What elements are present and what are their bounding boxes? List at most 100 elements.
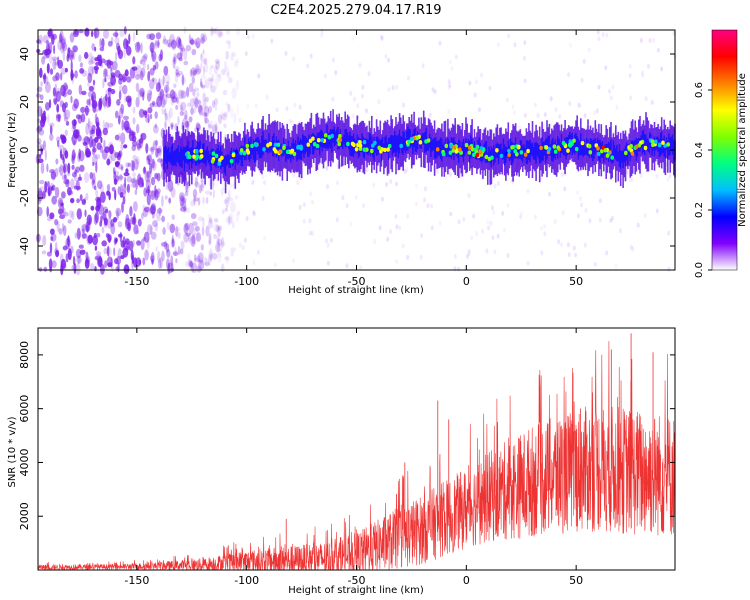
noise-speckle	[63, 82, 68, 92]
noise-speckle	[40, 162, 45, 174]
noise-speckle	[93, 65, 99, 71]
noise-speckle	[156, 95, 163, 108]
noise-speckle	[42, 49, 48, 55]
noise-speckle	[125, 214, 130, 226]
noise-speckle	[131, 160, 135, 172]
ridge-core	[267, 143, 269, 154]
noise-speckle	[60, 67, 67, 75]
noise-speckle	[44, 149, 47, 161]
ridge-core	[309, 137, 311, 155]
noise-speckle	[79, 62, 83, 68]
noise-speckle	[149, 90, 153, 96]
noise-speckle	[47, 114, 50, 124]
noise-speckle	[320, 32, 324, 38]
noise-speckle	[57, 39, 63, 51]
noise-speckle	[576, 190, 580, 196]
noise-speckle	[178, 57, 183, 62]
noise-speckle	[114, 189, 117, 201]
noise-speckle	[506, 203, 510, 209]
noise-speckle	[395, 224, 399, 230]
noise-speckle	[194, 181, 200, 188]
noise-speckle	[177, 89, 184, 100]
noise-speckle	[491, 205, 494, 211]
noise-speckle	[184, 184, 190, 193]
ridge-hotspot	[306, 142, 311, 147]
ridge-core	[230, 147, 233, 163]
ridge-hotspot	[358, 146, 363, 151]
ridge-core	[374, 140, 377, 153]
ridge-core	[537, 144, 540, 159]
ridge-hotspot	[634, 144, 639, 149]
noise-speckle	[175, 72, 181, 78]
noise-speckle	[68, 49, 74, 61]
noise-speckle	[165, 86, 168, 98]
noise-speckle	[415, 201, 418, 207]
ridge-core	[433, 137, 436, 159]
noise-speckle	[403, 168, 407, 174]
noise-speckle	[625, 169, 629, 175]
ridge-hotspot	[188, 154, 192, 159]
noise-speckle	[173, 53, 177, 65]
noise-speckle	[218, 31, 224, 37]
noise-speckle	[228, 42, 231, 50]
noise-speckle	[59, 149, 63, 159]
noise-speckle	[71, 124, 76, 133]
noise-speckle	[454, 54, 458, 60]
noise-speckle	[227, 197, 234, 202]
ridge-hotspot	[184, 152, 189, 157]
noise-speckle	[108, 144, 114, 155]
noise-speckle	[380, 35, 384, 41]
noise-speckle	[47, 216, 52, 222]
noise-speckle	[173, 83, 177, 89]
ridge-hotspot	[519, 150, 524, 155]
noise-speckle	[543, 112, 547, 118]
noise-speckle	[217, 74, 222, 82]
ridge-core	[163, 147, 165, 170]
noise-speckle	[79, 68, 85, 74]
noise-speckle	[447, 79, 451, 85]
noise-speckle	[582, 58, 586, 64]
x-tick-label: -50	[348, 574, 366, 587]
noise-speckle	[80, 224, 85, 232]
chart-title: C2E4.2025.279.04.17.R19	[270, 3, 441, 18]
ridge-core	[658, 139, 661, 158]
noise-speckle	[306, 63, 310, 69]
noise-speckle	[128, 240, 134, 252]
ridge-hotspot	[561, 140, 566, 146]
noise-speckle	[457, 266, 461, 272]
noise-speckle	[217, 114, 223, 124]
ridge-core	[449, 142, 452, 158]
ridge-core	[555, 144, 558, 155]
noise-speckle	[252, 211, 256, 217]
noise-speckle	[57, 59, 63, 69]
noise-speckle	[157, 250, 161, 263]
ridge-core	[415, 134, 418, 153]
noise-speckle	[224, 256, 230, 261]
noise-speckle	[583, 113, 587, 119]
ridge-hotspot	[580, 140, 585, 146]
ridge-core	[494, 149, 496, 163]
noise-speckle	[85, 143, 88, 153]
ridge-hotspot	[596, 151, 601, 157]
ridge-core	[645, 134, 647, 147]
noise-speckle	[91, 179, 96, 190]
ridge-core	[280, 143, 282, 156]
noise-speckle	[140, 90, 145, 98]
noise-speckle	[200, 74, 207, 80]
noise-speckle	[225, 65, 230, 77]
ridge-hotspot	[661, 140, 665, 145]
noise-speckle	[132, 154, 137, 161]
noise-speckle	[134, 74, 141, 80]
ridge-core	[211, 148, 214, 163]
noise-speckle	[181, 198, 187, 210]
noise-speckle	[95, 189, 99, 198]
ridge-hotspot	[245, 143, 250, 149]
ridge-core	[198, 142, 200, 165]
noise-speckle	[389, 229, 393, 235]
noise-speckle	[221, 113, 227, 121]
noise-speckle	[120, 142, 124, 151]
ridge-hotspot	[285, 149, 290, 155]
noise-speckle	[447, 109, 451, 115]
noise-speckle	[89, 125, 94, 136]
